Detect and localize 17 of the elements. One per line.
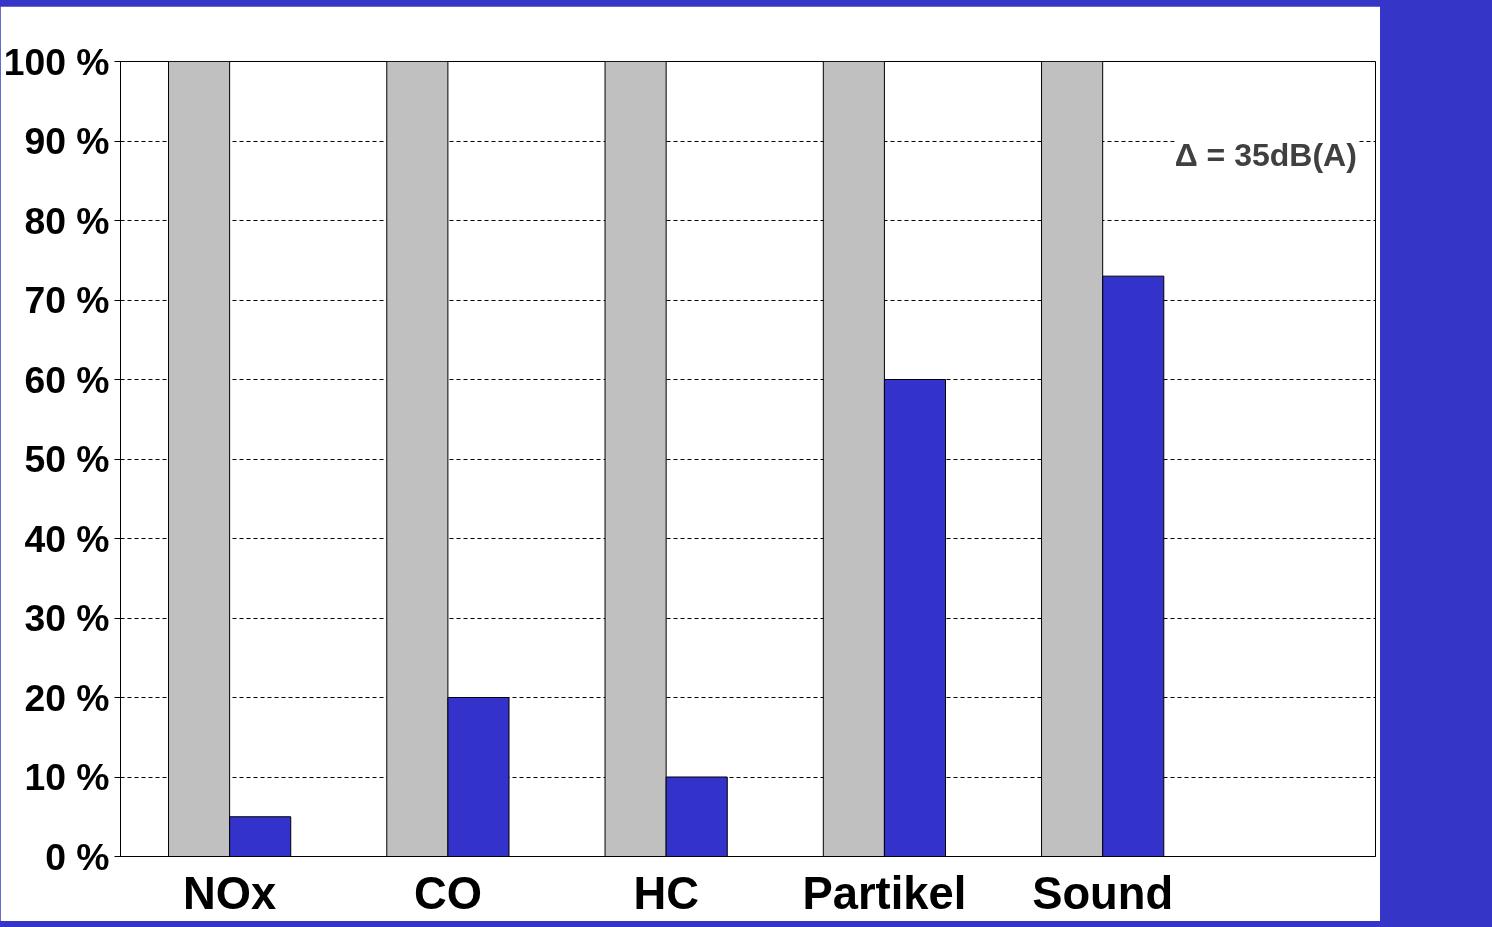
y-tick-label: 80 % <box>24 199 110 242</box>
y-tick-label: 60 % <box>24 358 110 401</box>
y-tick-label: 70 % <box>24 279 110 321</box>
y-tick-label: 30 % <box>24 597 110 639</box>
y-tick-label: 100 % <box>3 40 110 83</box>
annotation: Δ = 35dB(A) <box>1174 136 1357 173</box>
x-tick-label: Sound <box>1032 867 1174 919</box>
y-tick-label: 20 % <box>24 676 110 719</box>
x-tick-label: Partikel <box>802 867 967 919</box>
y-tick-label: 10 % <box>24 756 110 798</box>
x-tick-label: HC <box>633 867 699 919</box>
y-tick-label: 50 % <box>24 438 110 480</box>
y-tick-label: 40 % <box>24 517 110 560</box>
y-tick-label: 0 % <box>45 835 110 878</box>
x-tick-label: NOx <box>183 867 277 919</box>
y-tick-label: 90 % <box>24 120 110 162</box>
x-tick-label: CO <box>413 867 482 919</box>
